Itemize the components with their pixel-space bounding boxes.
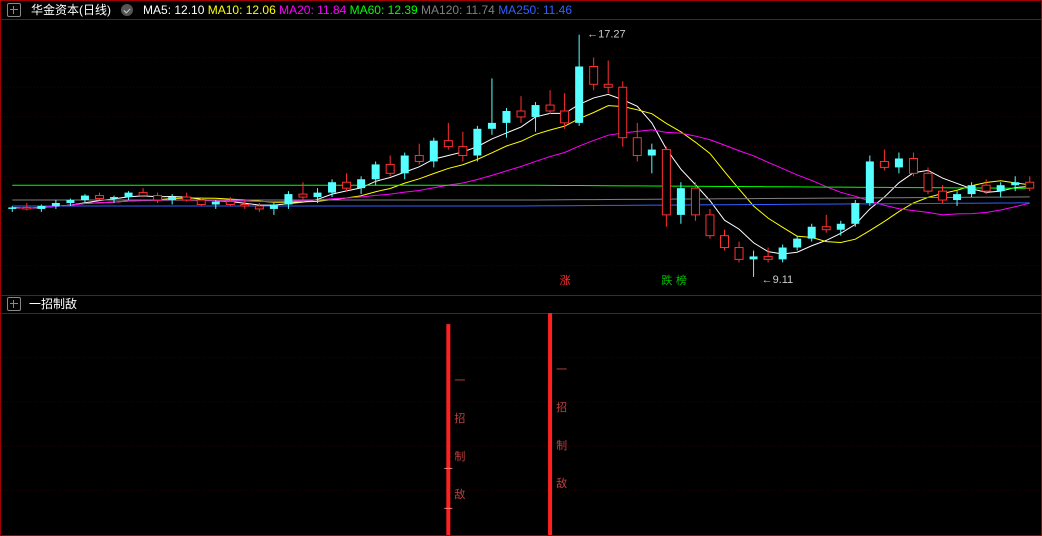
ma-legend-item: MA10: 12.06 <box>208 1 276 19</box>
ma-legend-item: MA5: 12.10 <box>143 1 204 19</box>
ma-legend-item: MA60: 12.39 <box>350 1 418 19</box>
svg-text:涨: 涨 <box>560 274 571 287</box>
svg-text:←17.27: ←17.27 <box>587 29 626 41</box>
svg-text:招: 招 <box>454 411 465 425</box>
candlestick-panel[interactable]: ←17.27 ←9.11 涨 跌榜 <box>1 19 1041 296</box>
indicator-panel[interactable]: 一招制敌 一招制敌 <box>1 313 1041 535</box>
svg-text:跌: 跌 <box>661 273 672 287</box>
ma-legend-item: MA120: 11.74 <box>421 1 495 19</box>
stock-name: 华金资本(日线) <box>31 1 111 19</box>
stock-chart-window: 华金资本(日线) MA5: 12.10 MA10: 12.06 MA20: 11… <box>0 0 1042 536</box>
expand-icon[interactable] <box>7 297 21 311</box>
ma-legend-item: MA250: 11.46 <box>498 1 572 19</box>
indicator-header: 一招制敌 <box>1 295 1041 314</box>
check-icon[interactable] <box>121 4 133 16</box>
svg-text:←9.11: ←9.11 <box>762 274 794 286</box>
svg-text:制: 制 <box>556 439 567 452</box>
svg-text:敌: 敌 <box>556 476 567 490</box>
svg-text:榜: 榜 <box>676 273 687 287</box>
svg-text:制: 制 <box>454 450 465 463</box>
expand-icon[interactable] <box>7 3 21 17</box>
svg-text:一: 一 <box>556 364 567 376</box>
chart-header: 华金资本(日线) MA5: 12.10 MA10: 12.06 MA20: 11… <box>1 1 1041 20</box>
svg-text:一: 一 <box>454 375 465 387</box>
svg-text:招: 招 <box>556 400 567 414</box>
ma-legend-item: MA20: 11.84 <box>279 1 346 19</box>
ma-legend: MA5: 12.10 MA10: 12.06 MA20: 11.84 MA60:… <box>143 1 572 19</box>
svg-text:敌: 敌 <box>454 487 465 501</box>
indicator-title: 一招制敌 <box>29 295 77 313</box>
